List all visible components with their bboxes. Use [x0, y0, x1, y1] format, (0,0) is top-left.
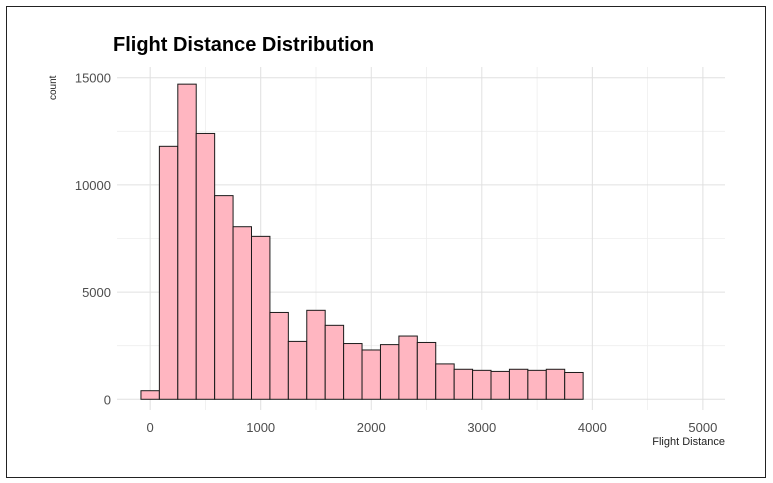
histogram-bar [453, 368, 474, 400]
histogram-bar [527, 369, 547, 400]
x-tick-labels: 0 1000 2000 3000 4000 5000 [147, 420, 718, 435]
chart-title: Flight Distance Distribution [113, 34, 375, 56]
x-tick-label: 1000 [246, 420, 275, 435]
y-tick-labels: 0 5000 10000 15000 [75, 71, 111, 408]
histogram-bar [416, 341, 437, 400]
histogram-bar [343, 343, 363, 400]
histogram-bar [158, 145, 179, 400]
histogram-bar [379, 344, 400, 400]
histogram-bars [140, 83, 584, 400]
histogram-bar [195, 132, 216, 400]
histogram-bar [140, 390, 160, 400]
histogram-bar [564, 371, 584, 400]
histogram-bar [250, 235, 271, 400]
y-tick-label: 5000 [82, 285, 111, 300]
x-tick-label: 0 [147, 420, 154, 435]
x-tick-label: 3000 [467, 420, 496, 435]
histogram-bar [214, 195, 234, 400]
histogram-bar [545, 368, 566, 400]
x-tick-label: 5000 [688, 420, 717, 435]
x-axis-label: Flight Distance [652, 436, 725, 448]
histogram-bar [472, 369, 492, 400]
x-tick-label: 4000 [578, 420, 607, 435]
histogram-bar [232, 226, 252, 400]
y-tick-label: 0 [104, 392, 111, 407]
histogram-bar [398, 335, 418, 400]
histogram-bar [361, 349, 381, 400]
histogram-bar [269, 311, 289, 400]
histogram-bar [490, 370, 510, 400]
histogram-bar [177, 83, 197, 400]
histogram-bar [287, 340, 308, 400]
x-tick-label: 2000 [357, 420, 386, 435]
histogram-bar [508, 368, 529, 400]
histogram-bar [435, 363, 455, 400]
y-tick-label: 10000 [75, 178, 111, 193]
histogram-bar [324, 324, 345, 400]
y-tick-label: 15000 [75, 71, 111, 86]
histogram-bar [306, 309, 326, 400]
